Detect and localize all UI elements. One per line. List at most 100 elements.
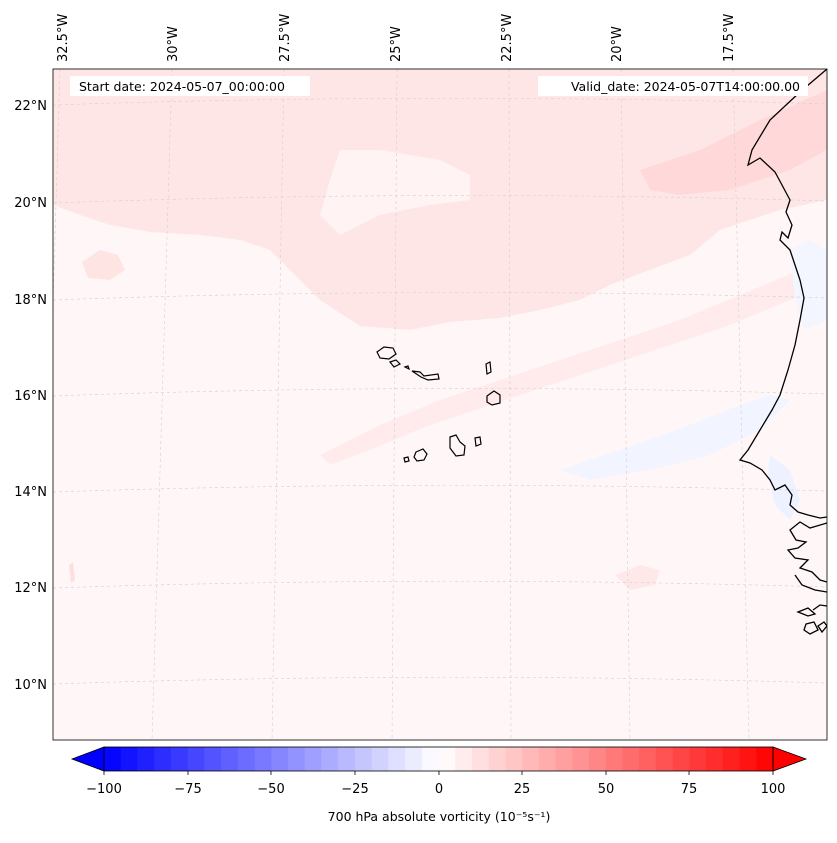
lon-label: 17.5°W <box>722 14 737 62</box>
island-sal <box>485 361 492 375</box>
colorbar-cell <box>237 747 255 771</box>
colorbar-tick-label: −50 <box>257 782 284 797</box>
lon-label: 27.5°W <box>278 14 293 62</box>
island-sao-nicolau <box>411 370 440 381</box>
cape-verde-islands <box>376 346 501 463</box>
colorbar-cell <box>104 747 122 771</box>
colorbar-tick-label: 100 <box>761 782 786 797</box>
colorbar-cell <box>338 747 356 771</box>
colorbar-cell <box>589 747 607 771</box>
colorbar-frame <box>103 746 774 772</box>
colorbar-cell <box>137 747 155 771</box>
colorbar-cell <box>221 747 239 771</box>
lon-label: 32.5°W <box>56 14 71 62</box>
colorbar-cell <box>204 747 222 771</box>
lat-label: 12°N <box>14 581 47 596</box>
island-brava <box>403 456 410 463</box>
lat-label: 14°N <box>14 485 47 500</box>
latitude-labels: 22°N 20°N 18°N 16°N 14°N 12°N 10°N <box>14 99 47 693</box>
vorticity-positive-blob-south <box>615 565 660 590</box>
colorbar-cell <box>354 747 373 771</box>
colorbar-cell <box>505 747 523 771</box>
colorbar-label: 700 hPa absolute vorticity (10⁻⁵s⁻¹) <box>328 809 551 824</box>
lat-label: 22°N <box>14 99 47 114</box>
colorbar-cell <box>287 747 306 771</box>
colorbar-cell <box>706 747 724 771</box>
colorbar-ticks <box>103 771 774 775</box>
vorticity-negative-band-east <box>560 395 790 480</box>
colorbar-max-extend-arrow <box>772 746 808 772</box>
graticule <box>53 69 827 740</box>
colorbar-cell <box>254 747 272 771</box>
vorticity-negative-patch-north-coast <box>790 240 827 330</box>
map-frame <box>52 68 828 741</box>
colorbar-cell <box>739 747 757 771</box>
colorbar-cell <box>538 747 556 771</box>
colorbar-cell <box>438 747 456 771</box>
vorticity-positive-band-diag <box>320 260 827 465</box>
lon-label: 30°W <box>166 26 181 62</box>
colorbar-min-extend-arrow <box>70 746 105 772</box>
colorbar-tick-label: −25 <box>341 782 368 797</box>
colorbar-cells <box>104 747 774 771</box>
lon-label: 22.5°W <box>500 14 515 62</box>
colorbar-cell <box>756 747 774 771</box>
colorbar-cell <box>622 747 640 771</box>
colorbar-cell <box>555 747 573 771</box>
colorbar-cell <box>120 747 138 771</box>
island-boa-vista <box>486 390 501 406</box>
colorbar-cell <box>154 747 172 771</box>
colorbar-cell <box>405 747 423 771</box>
valid-date-box <box>538 76 808 96</box>
colorbar-cell <box>488 747 506 771</box>
map-panel <box>53 69 827 740</box>
island-santiago <box>449 434 466 457</box>
colorbar-cell <box>672 747 690 771</box>
colorbar-tick-label: 0 <box>435 782 443 797</box>
colorbar-cell <box>722 747 740 771</box>
start-date-box <box>70 76 310 96</box>
colorbar-cell <box>471 747 490 771</box>
colorbar-cell <box>170 747 189 771</box>
colorbar-cell <box>605 747 623 771</box>
colorbar-cell <box>388 747 406 771</box>
island-santo-antao <box>376 346 397 360</box>
lat-label: 10°N <box>14 678 47 693</box>
colorbar-cell <box>371 747 389 771</box>
africa-coastline <box>738 69 827 635</box>
colorbar-tick-label: −100 <box>86 782 122 797</box>
colorbar-cell <box>421 747 439 771</box>
colorbar-cell <box>455 747 473 771</box>
island-santa-luzia <box>403 365 411 371</box>
colorbar-tick-label: 25 <box>514 782 531 797</box>
colorbar-cell <box>689 747 707 771</box>
vorticity-positive-streak-sw <box>69 562 75 583</box>
colorbar-tick-label: 50 <box>598 782 615 797</box>
longitude-labels: 32.5°W 30°W 27.5°W 25°W 22.5°W 20°W 17.5… <box>56 14 737 62</box>
vorticity-negative-patch-coast <box>768 455 800 520</box>
colorbar-cell <box>572 747 590 771</box>
vorticity-positive-blob-west <box>82 250 125 280</box>
colorbar-tick-label: 75 <box>681 782 698 797</box>
lat-label: 20°N <box>14 196 47 211</box>
colorbar-cell <box>321 747 339 771</box>
lat-label: 18°N <box>14 293 47 308</box>
start-date-label: Start date: 2024-05-07_00:00:00 <box>79 79 285 94</box>
colorbar-tick-labels: −100 −75 −50 −25 0 25 50 75 100 <box>86 782 785 797</box>
colorbar: −100 −75 −50 −25 0 25 50 75 100 700 hPa … <box>70 746 808 824</box>
vorticity-positive-band-gap <box>320 150 470 235</box>
lat-label: 16°N <box>14 389 47 404</box>
vorticity-positive-core-ne <box>640 90 827 195</box>
valid-date-label: Valid_date: 2024-05-07T14:00:00.00 <box>571 79 800 94</box>
colorbar-cell <box>271 747 289 771</box>
colorbar-cell <box>522 747 540 771</box>
island-sao-vicente <box>388 359 402 368</box>
colorbar-cell <box>639 747 657 771</box>
colorbar-cell <box>655 747 674 771</box>
lon-label: 25°W <box>389 26 404 62</box>
lon-label: 20°W <box>610 26 625 62</box>
colorbar-cell <box>304 747 322 771</box>
island-fogo <box>413 448 428 462</box>
